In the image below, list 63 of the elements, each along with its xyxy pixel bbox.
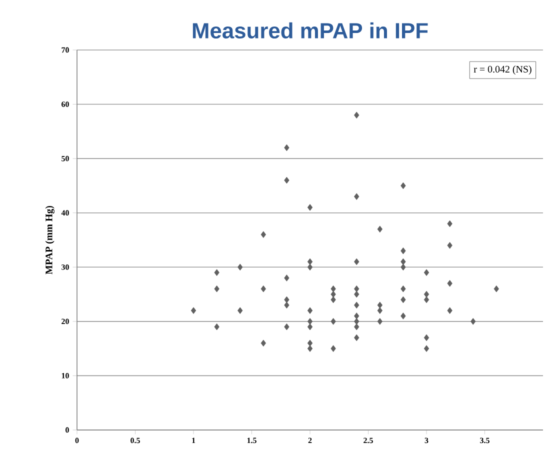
- point: [284, 323, 290, 330]
- point: [284, 274, 290, 282]
- point: [400, 182, 406, 190]
- point: [354, 334, 360, 342]
- point: [470, 318, 476, 325]
- point: [330, 296, 336, 304]
- point: [400, 247, 406, 254]
- annotation: r = 0.042 (NS): [474, 66, 532, 75]
- point: [260, 231, 266, 238]
- point: [330, 318, 336, 325]
- point: [330, 285, 336, 292]
- point: [377, 226, 382, 233]
- point: [354, 258, 360, 266]
- point: [260, 340, 266, 347]
- point: [424, 334, 430, 342]
- point: [377, 302, 382, 309]
- point: [354, 318, 360, 325]
- point: [284, 296, 290, 304]
- point: [447, 242, 452, 249]
- point: [354, 312, 360, 320]
- point: [377, 318, 382, 325]
- point: [260, 285, 266, 292]
- point: [447, 280, 452, 287]
- point: [190, 307, 196, 314]
- point: [330, 345, 336, 352]
- point: [238, 307, 243, 314]
- point: [307, 345, 313, 352]
- point: [424, 296, 430, 304]
- point: [307, 323, 313, 330]
- point: [400, 285, 406, 292]
- point: [494, 285, 499, 292]
- point: [307, 318, 313, 325]
- point: [447, 220, 452, 228]
- point: [354, 302, 360, 309]
- point: [424, 345, 430, 352]
- point: [284, 302, 290, 309]
- point: [424, 290, 430, 298]
- point: [354, 290, 360, 298]
- point: [238, 264, 243, 271]
- point: [354, 285, 360, 292]
- point: [214, 285, 220, 292]
- point: [307, 264, 313, 271]
- point: [400, 258, 406, 266]
- point: [307, 204, 313, 211]
- point: [400, 264, 406, 271]
- point: [284, 144, 290, 152]
- point: [284, 176, 290, 184]
- point: [447, 307, 452, 314]
- chart-title: Measured mPAP in IPF: [192, 22, 428, 38]
- point: [354, 193, 360, 200]
- point: [400, 312, 406, 320]
- y-axis-title: MPAP (mm Hg): [45, 206, 54, 274]
- point: [214, 323, 220, 330]
- point: [400, 296, 406, 304]
- point: [214, 269, 220, 276]
- point: [354, 323, 360, 330]
- point: [307, 307, 313, 314]
- point: [330, 290, 336, 298]
- point: [307, 340, 313, 347]
- point: [424, 269, 430, 276]
- point: [354, 112, 360, 119]
- point: [377, 307, 382, 314]
- point: [307, 258, 313, 266]
